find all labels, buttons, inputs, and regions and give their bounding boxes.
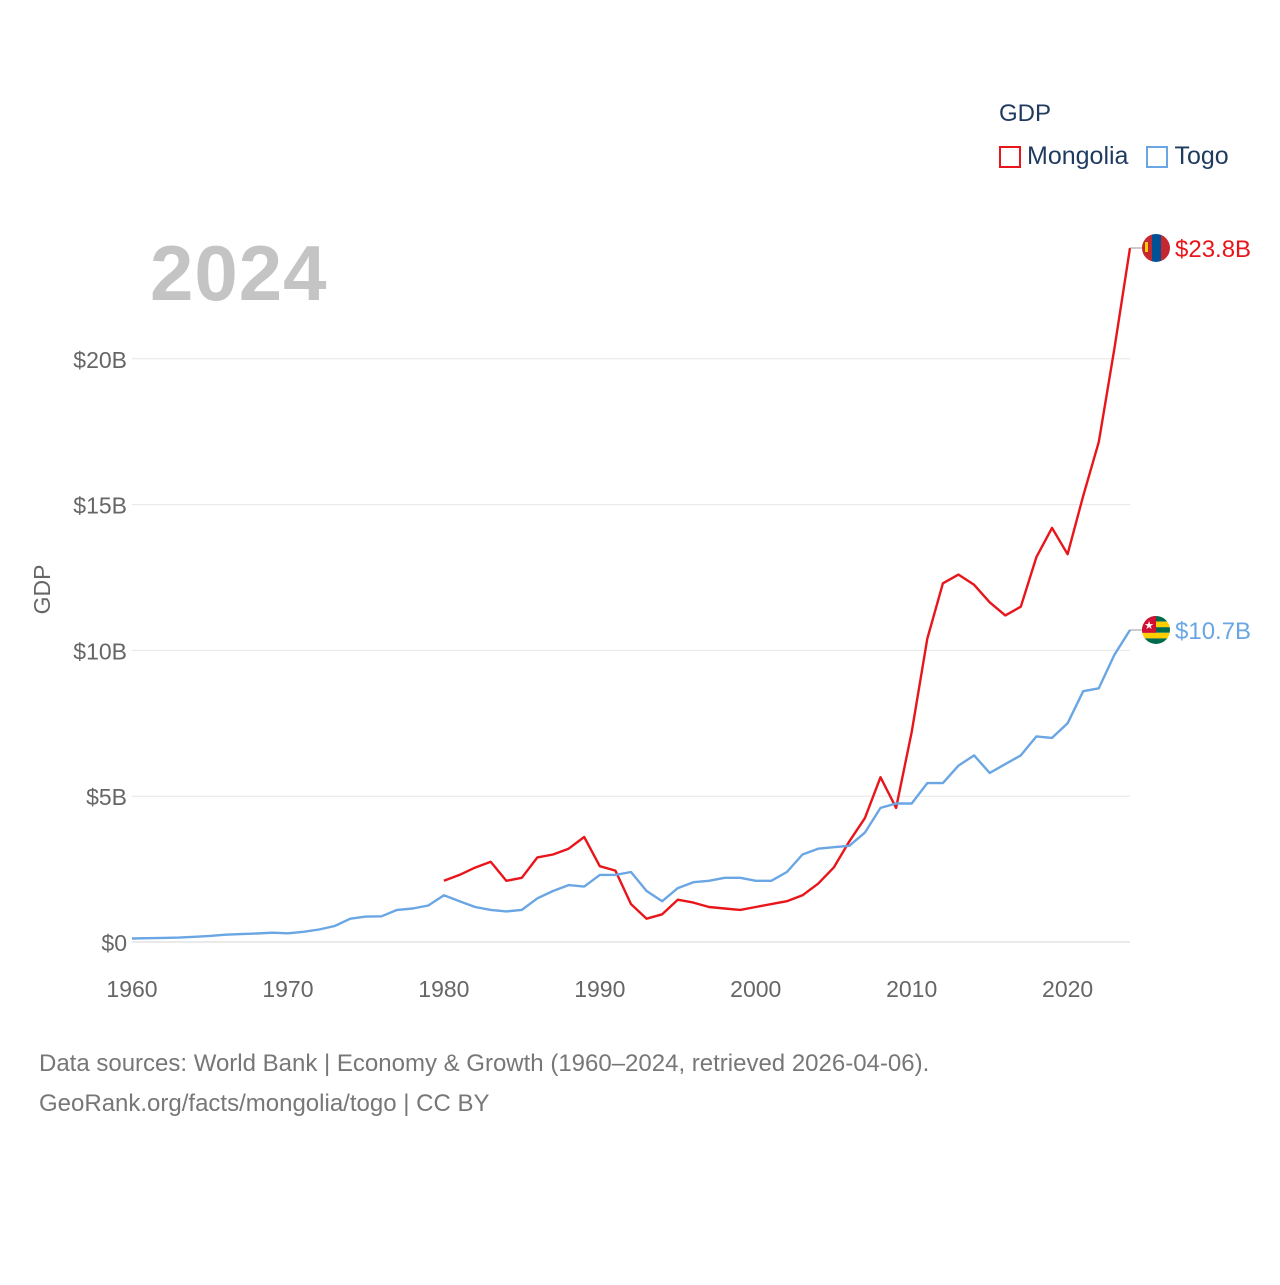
x-tick-label: 2010 bbox=[886, 976, 937, 1002]
x-tick-label: 2020 bbox=[1042, 976, 1093, 1002]
legend-item-mongolia[interactable]: Mongolia bbox=[999, 142, 1128, 171]
togo-flag-icon: ★ bbox=[1142, 615, 1170, 644]
end-value-label-togo: $10.7B bbox=[1175, 618, 1251, 645]
year-label: 2024 bbox=[150, 229, 328, 317]
y-tick-label: $5B bbox=[86, 784, 127, 810]
mongolia-flag-icon bbox=[1142, 233, 1170, 262]
x-tick-label: 2000 bbox=[730, 976, 781, 1002]
y-tick-label: $20B bbox=[73, 347, 127, 373]
legend-title: GDP bbox=[999, 100, 1052, 127]
svg-text:★: ★ bbox=[1144, 620, 1154, 632]
legend-swatch-togo bbox=[1146, 145, 1169, 168]
x-tick-label: 1990 bbox=[574, 976, 625, 1002]
footer-link[interactable]: GeoRank.org/facts/mongolia/togo | CC BY bbox=[39, 1090, 490, 1117]
y-tick-label: $15B bbox=[73, 493, 127, 519]
x-tick-label: 1980 bbox=[418, 976, 469, 1002]
legend-label-togo: Togo bbox=[1174, 142, 1229, 170]
y-tick-label: $10B bbox=[73, 638, 127, 664]
end-value-label-mongolia: $23.8B bbox=[1175, 236, 1251, 263]
x-tick-label: 1970 bbox=[262, 976, 313, 1002]
footer-sources: Data sources: World Bank | Economy & Gro… bbox=[39, 1050, 930, 1077]
footer: Data sources: World Bank | Economy & Gro… bbox=[39, 1044, 929, 1124]
legend-item-togo[interactable]: Togo bbox=[1146, 142, 1229, 171]
y-tick-label: $0 bbox=[101, 930, 127, 956]
legend-swatch-mongolia bbox=[999, 145, 1021, 168]
y-axis-title: GDP bbox=[29, 565, 55, 615]
series-line-togo bbox=[131, 629, 1132, 940]
legend-label-mongolia: Mongolia bbox=[1027, 142, 1129, 170]
series-line-mongolia bbox=[443, 247, 1132, 920]
legend: Mongolia Togo bbox=[999, 142, 1247, 171]
x-tick-label: 1960 bbox=[106, 976, 157, 1002]
